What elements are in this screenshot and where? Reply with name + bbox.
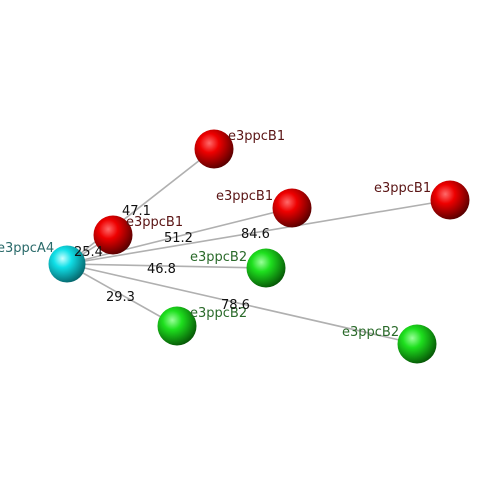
atom-sphere — [272, 188, 312, 228]
bond — [66, 263, 178, 327]
atom-sphere — [430, 180, 470, 220]
bond — [66, 263, 267, 269]
distance-label: 46.8 — [147, 262, 176, 277]
atom-sphere — [93, 215, 133, 255]
distance-label: 78.6 — [221, 298, 250, 313]
center-atom-label: e3ppcA4 — [0, 241, 54, 256]
distance-label: 84.6 — [241, 227, 270, 242]
labels: e3ppcB147.1e3ppcB151.2e3ppcB184.6e3ppcB1… — [0, 129, 431, 340]
atom-label: e3ppcB2 — [190, 306, 247, 321]
bond — [66, 207, 293, 265]
atom-label: e3ppcB1 — [228, 129, 285, 144]
atom-label: e3ppcB1 — [216, 189, 273, 204]
atom-label: e3ppcB2 — [342, 325, 399, 340]
bond — [66, 199, 451, 265]
atom-label: e3ppcB1 — [126, 215, 183, 230]
atom-sphere — [157, 306, 197, 346]
distance-label: 25.4 — [74, 245, 103, 260]
atom-label: e3ppcB2 — [190, 250, 247, 265]
bond — [66, 148, 215, 265]
spheres — [48, 129, 470, 364]
bond — [66, 263, 418, 345]
edges — [66, 148, 451, 345]
atom-sphere — [194, 129, 234, 169]
center-atom-sphere — [48, 245, 86, 283]
atom-sphere — [246, 248, 286, 288]
distance-label: 51.2 — [164, 231, 193, 246]
distance-label: 29.3 — [106, 290, 135, 305]
atom-sphere — [397, 324, 437, 364]
distance-label: 47.1 — [122, 204, 151, 219]
atom-label: e3ppcB1 — [374, 181, 431, 196]
